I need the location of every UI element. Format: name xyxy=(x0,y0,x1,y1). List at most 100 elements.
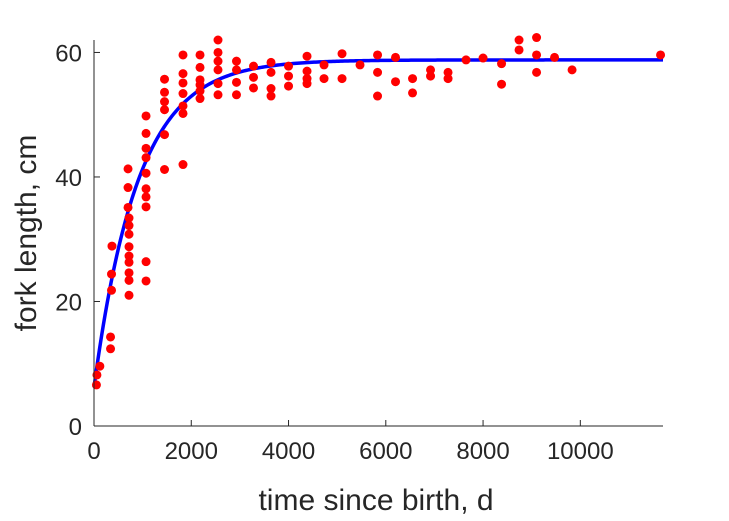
data-point xyxy=(391,77,401,87)
data-point xyxy=(178,108,188,118)
data-point xyxy=(231,56,241,66)
data-point xyxy=(141,128,151,138)
data-point xyxy=(514,35,524,45)
data-point xyxy=(373,91,383,101)
data-point xyxy=(497,79,507,89)
data-point xyxy=(91,380,101,390)
data-point xyxy=(123,183,133,193)
data-point xyxy=(213,56,223,66)
data-point xyxy=(461,55,471,65)
data-point xyxy=(302,51,312,61)
data-point xyxy=(141,257,151,267)
y-tick-label: 40 xyxy=(55,165,82,192)
data-point xyxy=(160,130,170,140)
data-point xyxy=(141,184,151,194)
data-point xyxy=(106,332,116,342)
data-point xyxy=(124,213,134,223)
data-point xyxy=(249,72,259,82)
y-tick-label: 0 xyxy=(69,414,82,441)
x-tick-label: 0 xyxy=(87,438,100,465)
data-point xyxy=(426,65,436,75)
data-point xyxy=(124,242,134,252)
data-point xyxy=(178,101,188,111)
data-point xyxy=(426,71,436,81)
data-point xyxy=(302,66,312,76)
y-tick-label: 60 xyxy=(55,40,82,67)
data-point xyxy=(195,80,205,90)
data-point xyxy=(302,79,312,89)
data-point xyxy=(141,111,151,121)
data-point xyxy=(141,168,151,178)
data-point xyxy=(107,269,117,279)
data-point xyxy=(141,153,151,163)
data-point xyxy=(213,35,223,45)
x-tick-label: 10000 xyxy=(547,438,614,465)
data-point xyxy=(337,74,347,84)
data-point xyxy=(178,78,188,88)
y-tick-label: 20 xyxy=(55,289,82,316)
data-point xyxy=(141,202,151,212)
data-point xyxy=(478,53,488,63)
data-point xyxy=(266,57,276,67)
data-point xyxy=(124,251,134,261)
data-point xyxy=(124,229,134,239)
data-point xyxy=(231,90,241,100)
data-point xyxy=(567,65,577,75)
data-point xyxy=(106,344,116,354)
data-point xyxy=(160,97,170,107)
data-point xyxy=(656,50,666,60)
data-point xyxy=(266,91,276,101)
data-point xyxy=(141,276,151,286)
data-point xyxy=(178,89,188,99)
data-point xyxy=(123,164,133,174)
data-point xyxy=(408,88,418,98)
data-point xyxy=(373,67,383,77)
data-point xyxy=(160,105,170,115)
data-point xyxy=(319,74,329,84)
data-point xyxy=(213,79,223,89)
x-tick-label: 4000 xyxy=(262,438,315,465)
data-point xyxy=(213,90,223,100)
data-point xyxy=(337,49,347,59)
data-point xyxy=(95,361,105,371)
x-tick-label: 8000 xyxy=(456,438,509,465)
data-point xyxy=(550,52,560,62)
data-point xyxy=(231,65,241,75)
data-point xyxy=(141,192,151,202)
x-axis-ticks: 0 2000 4000 6000 8000 10000 xyxy=(87,420,614,465)
data-point xyxy=(160,87,170,97)
data-point xyxy=(497,59,507,69)
data-point xyxy=(319,60,329,70)
data-point xyxy=(213,47,223,57)
data-point xyxy=(92,370,102,380)
data-point xyxy=(408,74,418,84)
data-point xyxy=(178,160,188,170)
data-point xyxy=(160,165,170,174)
y-axis-ticks: 0 20 40 60 xyxy=(55,40,100,441)
data-point xyxy=(124,275,134,285)
x-axis-label: time since birth, d xyxy=(258,484,493,517)
data-point xyxy=(443,74,453,84)
data-point xyxy=(141,143,151,153)
axes xyxy=(93,40,663,427)
data-point xyxy=(160,74,170,84)
data-point xyxy=(532,50,542,60)
x-tick-label: 2000 xyxy=(165,438,218,465)
data-point xyxy=(284,71,294,81)
data-point xyxy=(231,77,241,87)
data-point xyxy=(107,241,117,251)
data-point xyxy=(443,67,453,77)
data-point xyxy=(195,62,205,72)
data-point xyxy=(123,202,133,212)
data-point xyxy=(514,45,524,55)
data-point xyxy=(373,50,383,60)
data-point xyxy=(124,257,134,267)
x-tick-label: 6000 xyxy=(359,438,412,465)
y-axis-label: fork length, cm xyxy=(10,135,43,332)
data-point xyxy=(355,60,365,70)
data-point xyxy=(107,285,117,295)
data-point xyxy=(124,221,134,231)
data-point xyxy=(249,61,259,71)
data-points-layer xyxy=(91,33,666,390)
